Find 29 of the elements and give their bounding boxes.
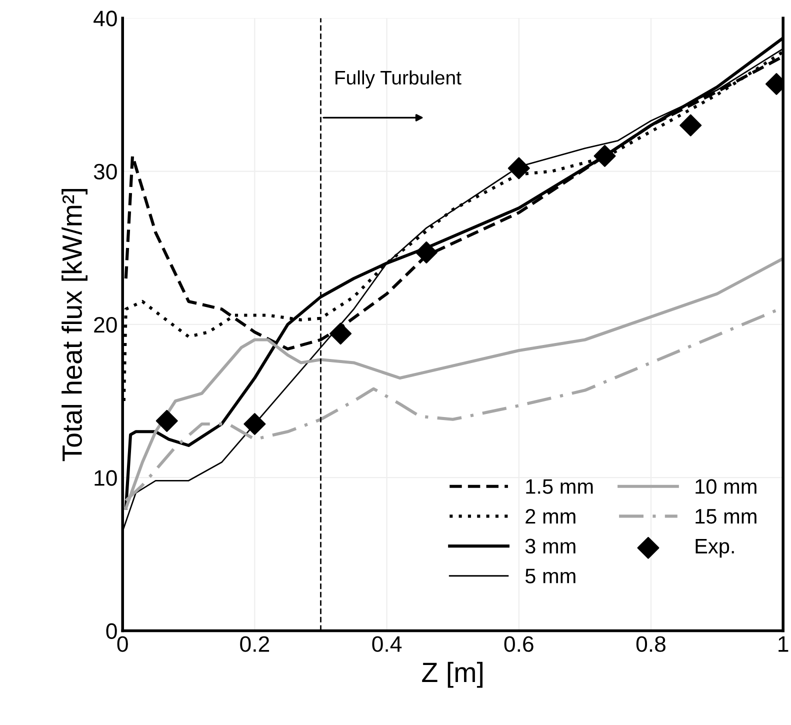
x-tick-label: 0.2: [240, 636, 270, 652]
point: [244, 412, 266, 435]
y-tick-label: 20: [94, 316, 117, 333]
x-tick-label: 0.6: [504, 636, 534, 652]
legend-label: 1.5 mm: [526, 479, 593, 494]
x-tick-label: 0.8: [636, 636, 666, 652]
x-tick-label: 0: [117, 636, 128, 652]
point: [415, 241, 438, 264]
point: [508, 157, 530, 180]
legend-label: 5 mm: [525, 568, 576, 584]
y-tick-label: 40: [94, 10, 117, 26]
x-tick-label: 1: [778, 636, 788, 652]
legend-label: Exp.: [696, 539, 734, 558]
legend-label: 3 mm: [525, 538, 576, 554]
legend-label: 2 mm: [526, 508, 576, 524]
point: [594, 144, 616, 167]
point: [156, 410, 178, 432]
y-tick-label: 30: [94, 164, 117, 180]
y-axis-title: Total heat flux [kW/m²]: [62, 189, 88, 462]
legend-label: 10 mm: [696, 479, 756, 494]
x-axis-title: Z [m]: [422, 662, 482, 688]
point: [680, 114, 702, 136]
line-series: [124, 257, 784, 510]
y-tick-label: 0: [106, 623, 117, 640]
point: [330, 322, 352, 345]
legend-label: 15 mm: [696, 509, 756, 524]
y-tick-label: 10: [94, 470, 117, 486]
x-tick-label: 0.4: [372, 636, 402, 652]
annotation: Fully Turbulent: [336, 70, 462, 88]
